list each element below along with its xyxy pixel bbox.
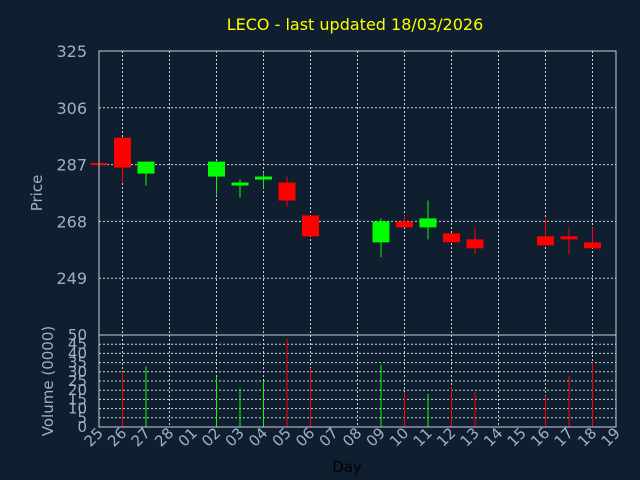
volume-tick-label: 0: [77, 418, 87, 436]
candle-body: [137, 161, 155, 174]
x-tick-label: 07: [316, 424, 342, 450]
price-tick-label: 268: [56, 212, 87, 231]
price-tick-label: 306: [56, 99, 87, 118]
x-tick-label: 03: [222, 424, 248, 450]
volume-tick-label: 5: [77, 409, 87, 427]
candle-body: [560, 236, 578, 240]
x-tick-label: 19: [598, 424, 624, 450]
volume-tick-label: 45: [68, 335, 87, 353]
candle-body: [231, 182, 249, 186]
volume-panel-frame: [98, 334, 617, 428]
price-candles: [90, 137, 601, 258]
volume-tick-label: 25: [68, 372, 87, 390]
x-tick-label: 11: [410, 424, 436, 450]
x-tick-label: 01: [175, 424, 201, 450]
candle-body: [255, 176, 272, 180]
volume-tick-label: 10: [68, 400, 87, 418]
price-tick-label: 325: [56, 42, 87, 61]
x-tick-label: 17: [551, 424, 577, 450]
volume-tick-label: 30: [68, 363, 87, 381]
candle-body: [302, 215, 319, 237]
x-tick-label: 26: [104, 424, 130, 450]
candle-body: [584, 242, 601, 249]
x-tick-label: 28: [151, 424, 177, 450]
candle-body: [208, 161, 225, 177]
x-tick-label: 05: [269, 424, 295, 450]
candle-body: [114, 137, 131, 168]
x-tick-label: 16: [527, 424, 553, 450]
x-tick-label: 15: [504, 424, 530, 450]
x-axis-ticks: 2526272801020304050607080910111213141516…: [81, 424, 624, 450]
volume-axis-label: Volume (0000): [39, 326, 57, 436]
candle-body: [278, 182, 296, 201]
x-tick-label: 04: [245, 424, 271, 450]
candle-body: [419, 218, 437, 228]
volume-tick-label: 35: [68, 354, 87, 372]
price-tick-label: 287: [56, 156, 87, 175]
x-tick-label: 08: [339, 424, 365, 450]
x-tick-label: 27: [128, 424, 154, 450]
volume-tick-label: 50: [68, 326, 87, 344]
candle-body: [443, 233, 460, 243]
candle-body: [396, 221, 413, 228]
x-axis-label: Day: [332, 458, 362, 476]
x-tick-label: 14: [480, 424, 506, 450]
y-axis-label: Price: [28, 175, 46, 212]
volume-tick-label: 20: [68, 381, 87, 399]
x-tick-label: 13: [457, 424, 483, 450]
volume-tick-label: 15: [68, 390, 87, 408]
x-tick-label: 09: [363, 424, 389, 450]
x-tick-label: 10: [386, 424, 412, 450]
candle-body: [537, 236, 554, 246]
x-tick-label: 06: [292, 424, 318, 450]
volume-bars: [122, 338, 593, 427]
volume-tick-label: 40: [68, 344, 87, 362]
x-tick-label: 18: [574, 424, 600, 450]
price-tick-label: 249: [56, 269, 87, 288]
x-tick-label: 12: [433, 424, 459, 450]
x-tick-label: 02: [198, 424, 224, 450]
candle-body: [466, 239, 484, 249]
chart-title: LECO - last updated 18/03/2026: [227, 15, 484, 34]
price-axis-ticks: 325 306 287 268 249: [56, 42, 87, 288]
candle-body: [372, 221, 390, 243]
